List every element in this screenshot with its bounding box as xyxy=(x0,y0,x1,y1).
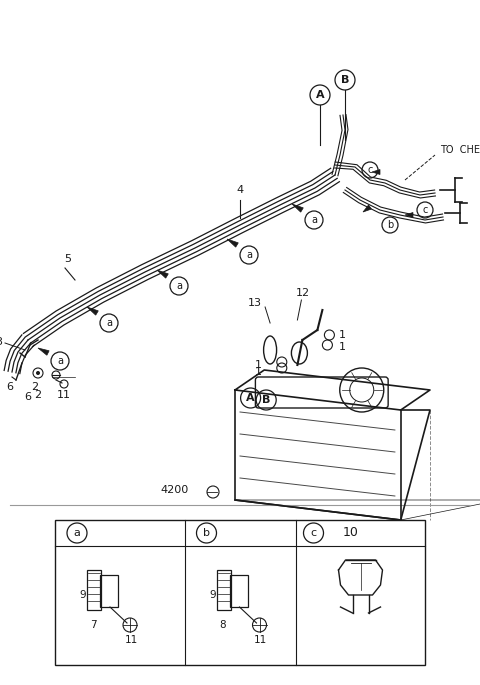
Bar xyxy=(100,575,118,607)
Polygon shape xyxy=(372,169,380,175)
Text: c: c xyxy=(422,205,428,215)
Polygon shape xyxy=(405,212,413,218)
Text: c: c xyxy=(367,165,372,175)
Text: A: A xyxy=(246,393,255,403)
Text: 12: 12 xyxy=(295,288,310,298)
Polygon shape xyxy=(38,348,49,356)
Text: 5: 5 xyxy=(64,254,72,264)
Text: 6: 6 xyxy=(24,392,32,402)
Bar xyxy=(55,520,425,665)
Text: 1: 1 xyxy=(339,342,346,352)
Polygon shape xyxy=(363,205,372,212)
Text: 1: 1 xyxy=(255,367,262,377)
Text: A: A xyxy=(316,90,324,100)
Text: c: c xyxy=(311,528,317,538)
Text: 8: 8 xyxy=(219,620,226,630)
Text: 13: 13 xyxy=(248,298,262,308)
Text: B: B xyxy=(262,395,270,405)
Text: b: b xyxy=(203,528,210,538)
Text: a: a xyxy=(57,356,63,366)
Text: 11: 11 xyxy=(254,635,267,645)
Text: a: a xyxy=(73,528,81,538)
Polygon shape xyxy=(227,239,238,247)
Text: 2: 2 xyxy=(35,390,42,400)
Text: a: a xyxy=(311,215,317,225)
Bar xyxy=(229,575,248,607)
Text: 11: 11 xyxy=(57,390,71,400)
Bar xyxy=(87,570,101,610)
Text: 3: 3 xyxy=(0,337,2,347)
Circle shape xyxy=(36,371,40,375)
Text: B: B xyxy=(341,75,349,85)
Text: 10: 10 xyxy=(343,527,359,540)
Text: b: b xyxy=(387,220,393,230)
Text: a: a xyxy=(106,318,112,328)
Text: a: a xyxy=(246,250,252,260)
Text: TO  CHECK VALVE: TO CHECK VALVE xyxy=(440,145,480,155)
Text: 1: 1 xyxy=(255,360,262,370)
Text: 9: 9 xyxy=(209,590,216,600)
Polygon shape xyxy=(292,204,303,212)
Polygon shape xyxy=(157,270,168,278)
Bar xyxy=(216,570,230,610)
Text: 6: 6 xyxy=(7,382,13,392)
Text: 2: 2 xyxy=(31,382,38,392)
Polygon shape xyxy=(87,307,98,315)
Text: 1: 1 xyxy=(339,330,346,340)
Text: a: a xyxy=(176,281,182,291)
Text: 4: 4 xyxy=(237,185,243,195)
Text: 7: 7 xyxy=(90,620,96,630)
Text: 9: 9 xyxy=(80,590,86,600)
Text: 11: 11 xyxy=(124,635,138,645)
Text: 4200: 4200 xyxy=(160,485,188,495)
